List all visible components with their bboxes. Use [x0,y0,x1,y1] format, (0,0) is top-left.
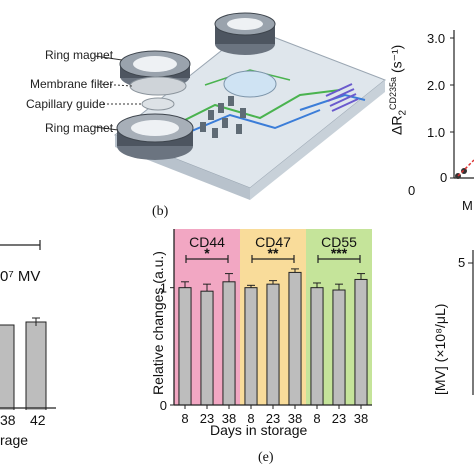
bar-cd55-day-8 [310,287,324,406]
left-x-tick-42: 42 [30,412,46,428]
y-tick-label: 0 [160,398,167,413]
label-capillary-guide: Capillary guide [26,97,106,111]
main-xlabel: Days in storage [210,422,308,438]
bar-cd55-day-38 [354,278,368,406]
ylabel-delta: ΔR [388,115,405,135]
group-label-cd44: CD44 [189,234,225,250]
ylabel-sup: CD235a [388,76,398,110]
panel-label-e: (e) [258,450,274,465]
tr-x-tick-0: 0 [408,183,416,198]
bar-cd47-day-23 [266,283,280,406]
x-tick-label: 23 [266,411,280,426]
right-fragment-tick-5: 5 [458,255,466,270]
y-tick-label: 1 [160,281,167,296]
tr-tick-2: 2.0 [427,78,446,93]
bar-cd44-day-8 [178,287,192,406]
ylabel-unit: (s⁻¹) [388,44,405,74]
x-tick-label: 8 [181,411,188,426]
storage-bar-chart: CD44* 8 23 38 CD47** 8 23 38 CD55*** 8 23 38 0 1 [160,229,372,426]
left-x-tick-38: 38 [0,412,16,428]
group-label-cd47: CD47 [255,234,291,250]
bar-cd55-day-23 [332,289,346,406]
x-tick-label: 38 [354,411,368,426]
tr-tick-0: 0 [440,170,448,185]
x-tick-label: 8 [247,411,254,426]
left-fragment-annotation: 0⁷ MV [0,268,41,285]
x-tick-label: 8 [313,411,320,426]
panel-label-b: (b) [152,204,169,219]
left-fragment-plot [0,240,56,410]
bar-cd47-day-8 [244,287,258,406]
label-ring-magnet-top: Ring magnet [45,48,114,62]
label-ring-magnet-bottom: Ring magnet [45,121,114,135]
bar-cd47-day-38 [288,271,302,406]
top-right-axis-lines [450,30,474,179]
top-right-ylabel: ΔR2CD235a (s⁻¹) [388,45,408,135]
tr-tick-3: 3.0 [427,31,446,46]
x-tick-label: 38 [222,411,236,426]
right-fragment-axis [468,250,474,395]
main-ylabel: Relative changes (a.u.) [150,251,166,395]
label-membrane-filter: Membrane filter [30,77,114,91]
significance-stars: * [204,245,210,261]
right-fragment-ylabel: [MV] (×10⁸/μL) [432,303,448,395]
significance-stars: *** [331,245,348,261]
tr-tick-1: 1.0 [427,125,446,140]
left-xlabel-fragment: rage [0,432,29,448]
tr-x-cut-label: M [462,198,473,213]
group-label-cd55: CD55 [321,234,357,250]
bar-cd44-day-38 [222,281,236,406]
x-tick-label: 38 [288,411,302,426]
ylabel-sub: 2 [397,109,409,116]
x-tick-label: 23 [200,411,214,426]
x-tick-label: 23 [332,411,346,426]
significance-stars: ** [268,245,279,261]
bar-cd44-day-23 [200,290,214,406]
